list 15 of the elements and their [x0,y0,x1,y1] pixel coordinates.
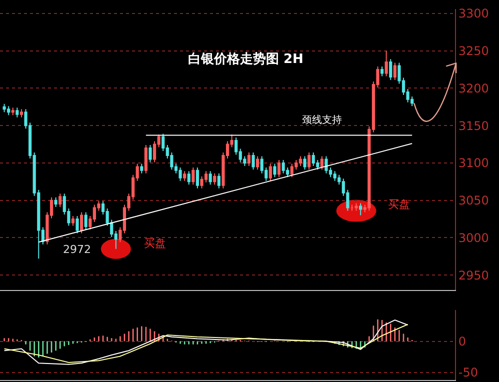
annotation: 颈线支持 [302,114,342,126]
y-tick-label: 3050 [458,194,489,208]
text: 白银价格走势图 2H [188,50,304,67]
y-tick-label: 3000 [458,230,489,245]
y-tick-label: 3150 [458,118,489,133]
annotation: 2972 [63,243,91,256]
y-tick-label: 2950 [458,268,489,282]
y-tick-label: 3100 [458,156,489,170]
y-tick-label: 0 [458,334,466,348]
annotation: 买盘 [388,198,410,211]
y-tick-label: 3200 [458,81,489,96]
y-tick-label: 3250 [458,44,489,58]
y-tick-label: 3300 [458,6,489,21]
annotation: 买盘 [144,237,166,250]
y-tick-label: -50 [458,366,478,380]
